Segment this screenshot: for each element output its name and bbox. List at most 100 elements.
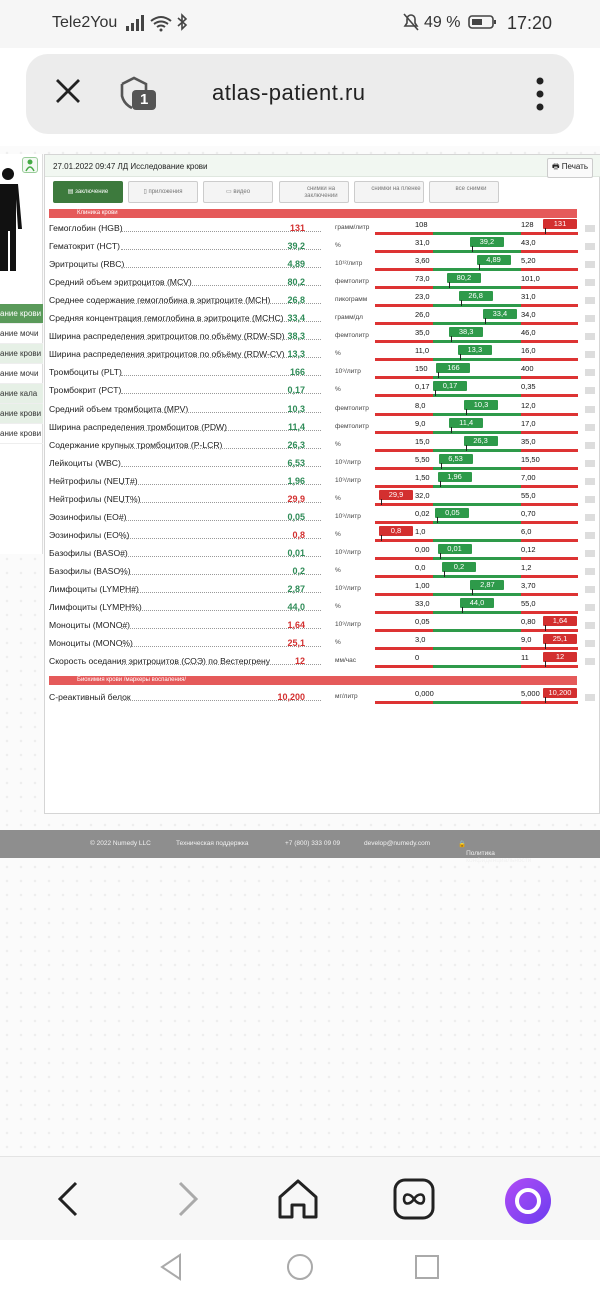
trend-chart-icon[interactable]	[585, 333, 595, 341]
result-name: Лимфоциты (LYMPH#)	[49, 584, 139, 594]
result-unit: %	[335, 494, 341, 502]
range-high: 7,00	[521, 472, 536, 482]
leader-dots	[121, 537, 321, 539]
tab-count-shield-icon[interactable]: 1	[118, 76, 158, 112]
leader-dots	[121, 664, 321, 666]
trend-chart-icon[interactable]	[585, 640, 595, 648]
range-low: 3,60	[415, 256, 430, 266]
tab-attachments[interactable]: ▯ приложения	[128, 181, 198, 203]
result-unit: 10⁹/литр	[335, 368, 361, 376]
tab-label: снимки на заключении	[304, 186, 338, 199]
trend-chart-icon[interactable]	[585, 261, 595, 269]
url-domain[interactable]: atlas-patient.ru	[212, 80, 366, 105]
tab-video[interactable]: ▭ видео	[203, 181, 273, 203]
alice-assistant-icon[interactable]	[504, 1177, 551, 1224]
normal-range	[433, 304, 521, 308]
normal-range	[433, 394, 521, 398]
print-button[interactable]: 🖶 Печать	[547, 158, 593, 178]
trend-chart-icon[interactable]	[585, 658, 595, 666]
value-marker: 26,8	[458, 291, 493, 302]
trend-chart-icon[interactable]	[585, 459, 595, 467]
trend-chart-icon[interactable]	[585, 567, 595, 575]
nav-item[interactable]: ание крови	[0, 344, 43, 364]
trend-chart-icon[interactable]	[585, 225, 595, 232]
result-unit: %	[335, 639, 341, 647]
range-low: 0,02	[415, 508, 430, 518]
normal-range	[433, 412, 521, 416]
leader-dots	[121, 339, 321, 341]
forward-icon[interactable]	[164, 1177, 208, 1221]
trend-chart-icon[interactable]	[585, 513, 595, 521]
trend-chart-icon[interactable]	[585, 369, 595, 377]
range-low: 11,0	[415, 346, 430, 356]
system-home-icon[interactable]	[285, 1252, 315, 1282]
range-high: 17,0	[521, 418, 536, 428]
more-menu-icon[interactable]	[534, 76, 546, 112]
footer-email[interactable]: develop@numedy.com	[364, 840, 431, 847]
tab-all-images[interactable]: все снимки	[429, 181, 499, 203]
range-low: 0	[415, 653, 420, 663]
range-high: 31,0	[521, 292, 536, 302]
trend-chart-icon[interactable]	[585, 351, 595, 359]
result-row: Ширина распределения эритроцитов по объё…	[49, 345, 595, 363]
trend-chart-icon[interactable]	[585, 315, 595, 323]
result-value: 4,89	[287, 259, 305, 270]
leader-dots	[121, 375, 321, 377]
value-tick	[439, 552, 441, 559]
trend-chart-icon[interactable]	[585, 297, 595, 305]
nav-item[interactable]: ание мочи	[0, 364, 43, 384]
result-name: Тромбоциты (PLT)	[49, 367, 122, 378]
nav-item[interactable]: ание крови	[0, 404, 43, 424]
result-unit: 10¹²/литр	[335, 260, 363, 268]
nav-item[interactable]: ание мочи	[0, 324, 43, 344]
result-name: Моноциты (MONO%)	[49, 638, 133, 649]
tab-conclusion[interactable]: ▤ заключение	[53, 181, 123, 203]
trend-chart-icon[interactable]	[585, 622, 595, 630]
trend-chart-icon[interactable]	[585, 423, 595, 431]
range-low: 31,0	[415, 238, 430, 248]
result-name: Эритроциты (RBC)	[49, 259, 125, 270]
nav-item[interactable]: ание крови	[0, 304, 43, 324]
system-back-icon[interactable]	[156, 1252, 186, 1282]
leader-dots	[121, 429, 321, 431]
trend-chart-icon[interactable]	[585, 694, 595, 701]
system-recents-icon[interactable]	[412, 1252, 442, 1282]
result-row: Средняя концентрация гемоглобина в эритр…	[49, 309, 595, 327]
left-panel: ание крови ание мочи ание крови ание моч…	[0, 154, 43, 554]
value-tick	[466, 408, 468, 415]
footer-privacy-link[interactable]: 🔒 Политика конфиденциальности	[458, 841, 532, 864]
result-unit: %	[335, 440, 341, 448]
value-tick	[439, 480, 441, 487]
trend-chart-icon[interactable]	[585, 531, 595, 539]
trend-chart-icon[interactable]	[585, 441, 595, 449]
nav-item[interactable]: ание крови	[0, 424, 43, 444]
close-icon[interactable]	[54, 74, 82, 114]
back-icon[interactable]	[48, 1177, 92, 1221]
trend-chart-icon[interactable]	[585, 586, 595, 593]
tab-images-film[interactable]: снимки на пленке	[354, 181, 424, 203]
footer-support-link[interactable]: Техническая поддержка	[176, 840, 249, 847]
trend-chart-icon[interactable]	[585, 387, 595, 395]
trend-chart-icon[interactable]	[585, 477, 595, 485]
tab-images-conclusion[interactable]: снимки на заключении	[279, 181, 349, 203]
home-icon[interactable]	[276, 1177, 320, 1221]
normal-range	[433, 611, 521, 615]
body-map-icon[interactable]	[22, 157, 38, 173]
value-marker: 1,64	[543, 616, 577, 627]
tabs-switcher-icon[interactable]	[392, 1177, 436, 1221]
range-high: 35,0	[521, 436, 536, 446]
result-value: 1,96	[287, 475, 305, 486]
result-unit: фемтолитр	[335, 278, 369, 286]
trend-chart-icon[interactable]	[585, 495, 595, 503]
trend-chart-icon[interactable]	[585, 243, 595, 251]
trend-chart-icon[interactable]	[585, 604, 595, 612]
range-high: 15,50	[521, 454, 540, 464]
nav-item[interactable]: ание кала	[0, 384, 43, 404]
leader-dots	[121, 465, 321, 467]
leader-dots	[121, 411, 321, 413]
trend-chart-icon[interactable]	[585, 405, 595, 413]
trend-chart-icon[interactable]	[585, 279, 595, 287]
footer-phone[interactable]: +7 (800) 333 09 09	[285, 840, 341, 847]
trend-chart-icon[interactable]	[585, 549, 595, 557]
range-low: 0,000	[415, 689, 434, 698]
